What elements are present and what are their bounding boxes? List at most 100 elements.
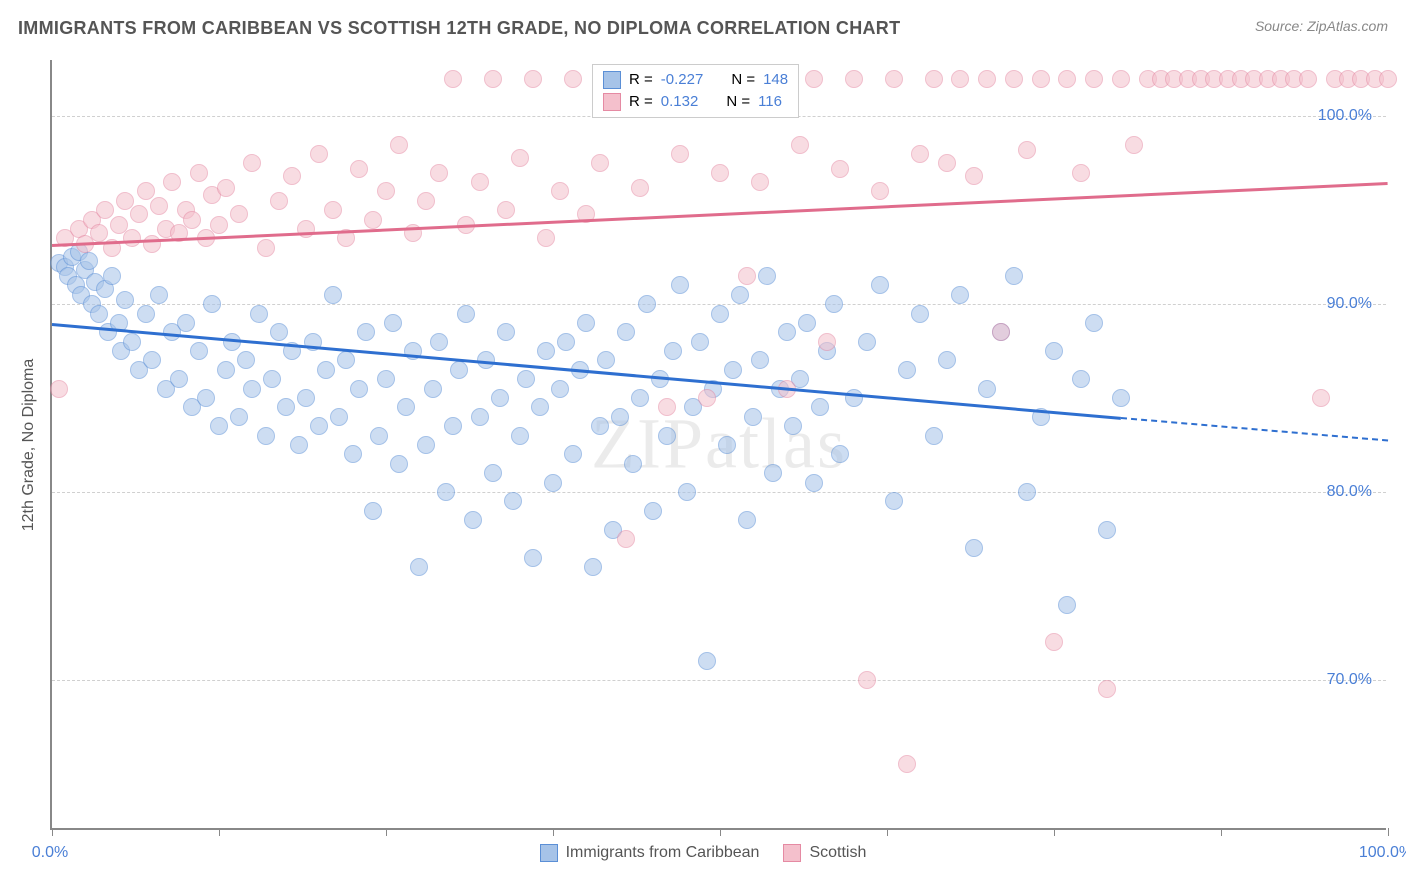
legend-bottom: Immigrants from Caribbean Scottish (0, 844, 1406, 862)
scatter-point (671, 276, 689, 294)
legend-n-label: N = (731, 69, 755, 91)
legend-correlation-box: R = -0.227 N = 148 R = 0.132 N = 116 (592, 64, 799, 118)
scatter-point (263, 370, 281, 388)
legend-label-series-1: Scottish (809, 844, 866, 862)
scatter-point (417, 192, 435, 210)
scatter-point (80, 252, 98, 270)
scatter-point (457, 305, 475, 323)
y-tick-label: 70.0% (1327, 671, 1372, 689)
x-tick (52, 828, 53, 836)
scatter-point (230, 408, 248, 426)
scatter-point (778, 323, 796, 341)
scatter-point (1085, 70, 1103, 88)
scatter-point (190, 164, 208, 182)
scatter-point (671, 145, 689, 163)
y-tick-label: 90.0% (1327, 295, 1372, 313)
scatter-point (551, 182, 569, 200)
x-tick (553, 828, 554, 836)
scatter-point (524, 549, 542, 567)
scatter-point (871, 182, 889, 200)
scatter-point (698, 389, 716, 407)
scatter-point (1072, 370, 1090, 388)
scatter-point (50, 380, 68, 398)
scatter-point (1005, 70, 1023, 88)
scatter-point (858, 333, 876, 351)
scatter-point (130, 205, 148, 223)
legend-swatch-series-0 (603, 71, 621, 89)
scatter-point (597, 351, 615, 369)
scatter-point (390, 136, 408, 154)
scatter-point (410, 558, 428, 576)
scatter-point (197, 389, 215, 407)
legend-r-label: R = (629, 91, 653, 113)
scatter-point (738, 511, 756, 529)
scatter-point (731, 286, 749, 304)
scatter-point (517, 370, 535, 388)
scatter-point (1312, 389, 1330, 407)
scatter-point (1112, 70, 1130, 88)
scatter-point (491, 389, 509, 407)
scatter-point (364, 502, 382, 520)
scatter-point (444, 417, 462, 435)
scatter-point (390, 455, 408, 473)
scatter-point (911, 145, 929, 163)
scatter-point (277, 398, 295, 416)
x-tick (887, 828, 888, 836)
scatter-point (1045, 633, 1063, 651)
trend-line (52, 323, 1121, 419)
scatter-point (951, 286, 969, 304)
chart-title: IMMIGRANTS FROM CARIBBEAN VS SCOTTISH 12… (18, 18, 900, 39)
scatter-point (310, 145, 328, 163)
scatter-point (504, 492, 522, 510)
scatter-point (464, 511, 482, 529)
legend-n-label: N = (726, 91, 750, 113)
legend-swatch-series-1 (783, 844, 801, 862)
scatter-point (557, 333, 575, 351)
scatter-point (898, 361, 916, 379)
scatter-point (203, 295, 221, 313)
scatter-point (764, 464, 782, 482)
scatter-point (1098, 521, 1116, 539)
scatter-point (430, 333, 448, 351)
scatter-point (751, 173, 769, 191)
legend-r-label: R = (629, 69, 653, 91)
chart-container: IMMIGRANTS FROM CARIBBEAN VS SCOTTISH 12… (0, 0, 1406, 892)
scatter-point (624, 455, 642, 473)
x-tick (1054, 828, 1055, 836)
gridline-h (52, 680, 1386, 681)
scatter-point (243, 380, 261, 398)
scatter-point (471, 408, 489, 426)
scatter-point (324, 286, 342, 304)
legend-row-series-1: R = 0.132 N = 116 (603, 91, 788, 113)
scatter-point (143, 351, 161, 369)
legend-row-series-0: R = -0.227 N = 148 (603, 69, 788, 91)
scatter-point (711, 305, 729, 323)
scatter-point (424, 380, 442, 398)
scatter-point (137, 182, 155, 200)
scatter-point (137, 305, 155, 323)
legend-n-value-1: 116 (758, 91, 782, 113)
scatter-point (1005, 267, 1023, 285)
x-tick-label: 100.0% (1359, 844, 1406, 862)
scatter-point (324, 201, 342, 219)
x-tick (1388, 828, 1389, 836)
scatter-point (377, 182, 395, 200)
scatter-point (898, 755, 916, 773)
scatter-point (190, 342, 208, 360)
legend-item-series-0: Immigrants from Caribbean (540, 844, 760, 862)
scatter-point (658, 398, 676, 416)
scatter-point (330, 408, 348, 426)
trend-line (1121, 417, 1388, 442)
scatter-point (577, 314, 595, 332)
scatter-point (724, 361, 742, 379)
scatter-point (678, 483, 696, 501)
scatter-point (484, 464, 502, 482)
scatter-point (1098, 680, 1116, 698)
scatter-point (584, 558, 602, 576)
x-tick (1221, 828, 1222, 836)
scatter-point (170, 370, 188, 388)
scatter-point (511, 427, 529, 445)
scatter-point (217, 179, 235, 197)
scatter-point (177, 314, 195, 332)
scatter-point (437, 483, 455, 501)
